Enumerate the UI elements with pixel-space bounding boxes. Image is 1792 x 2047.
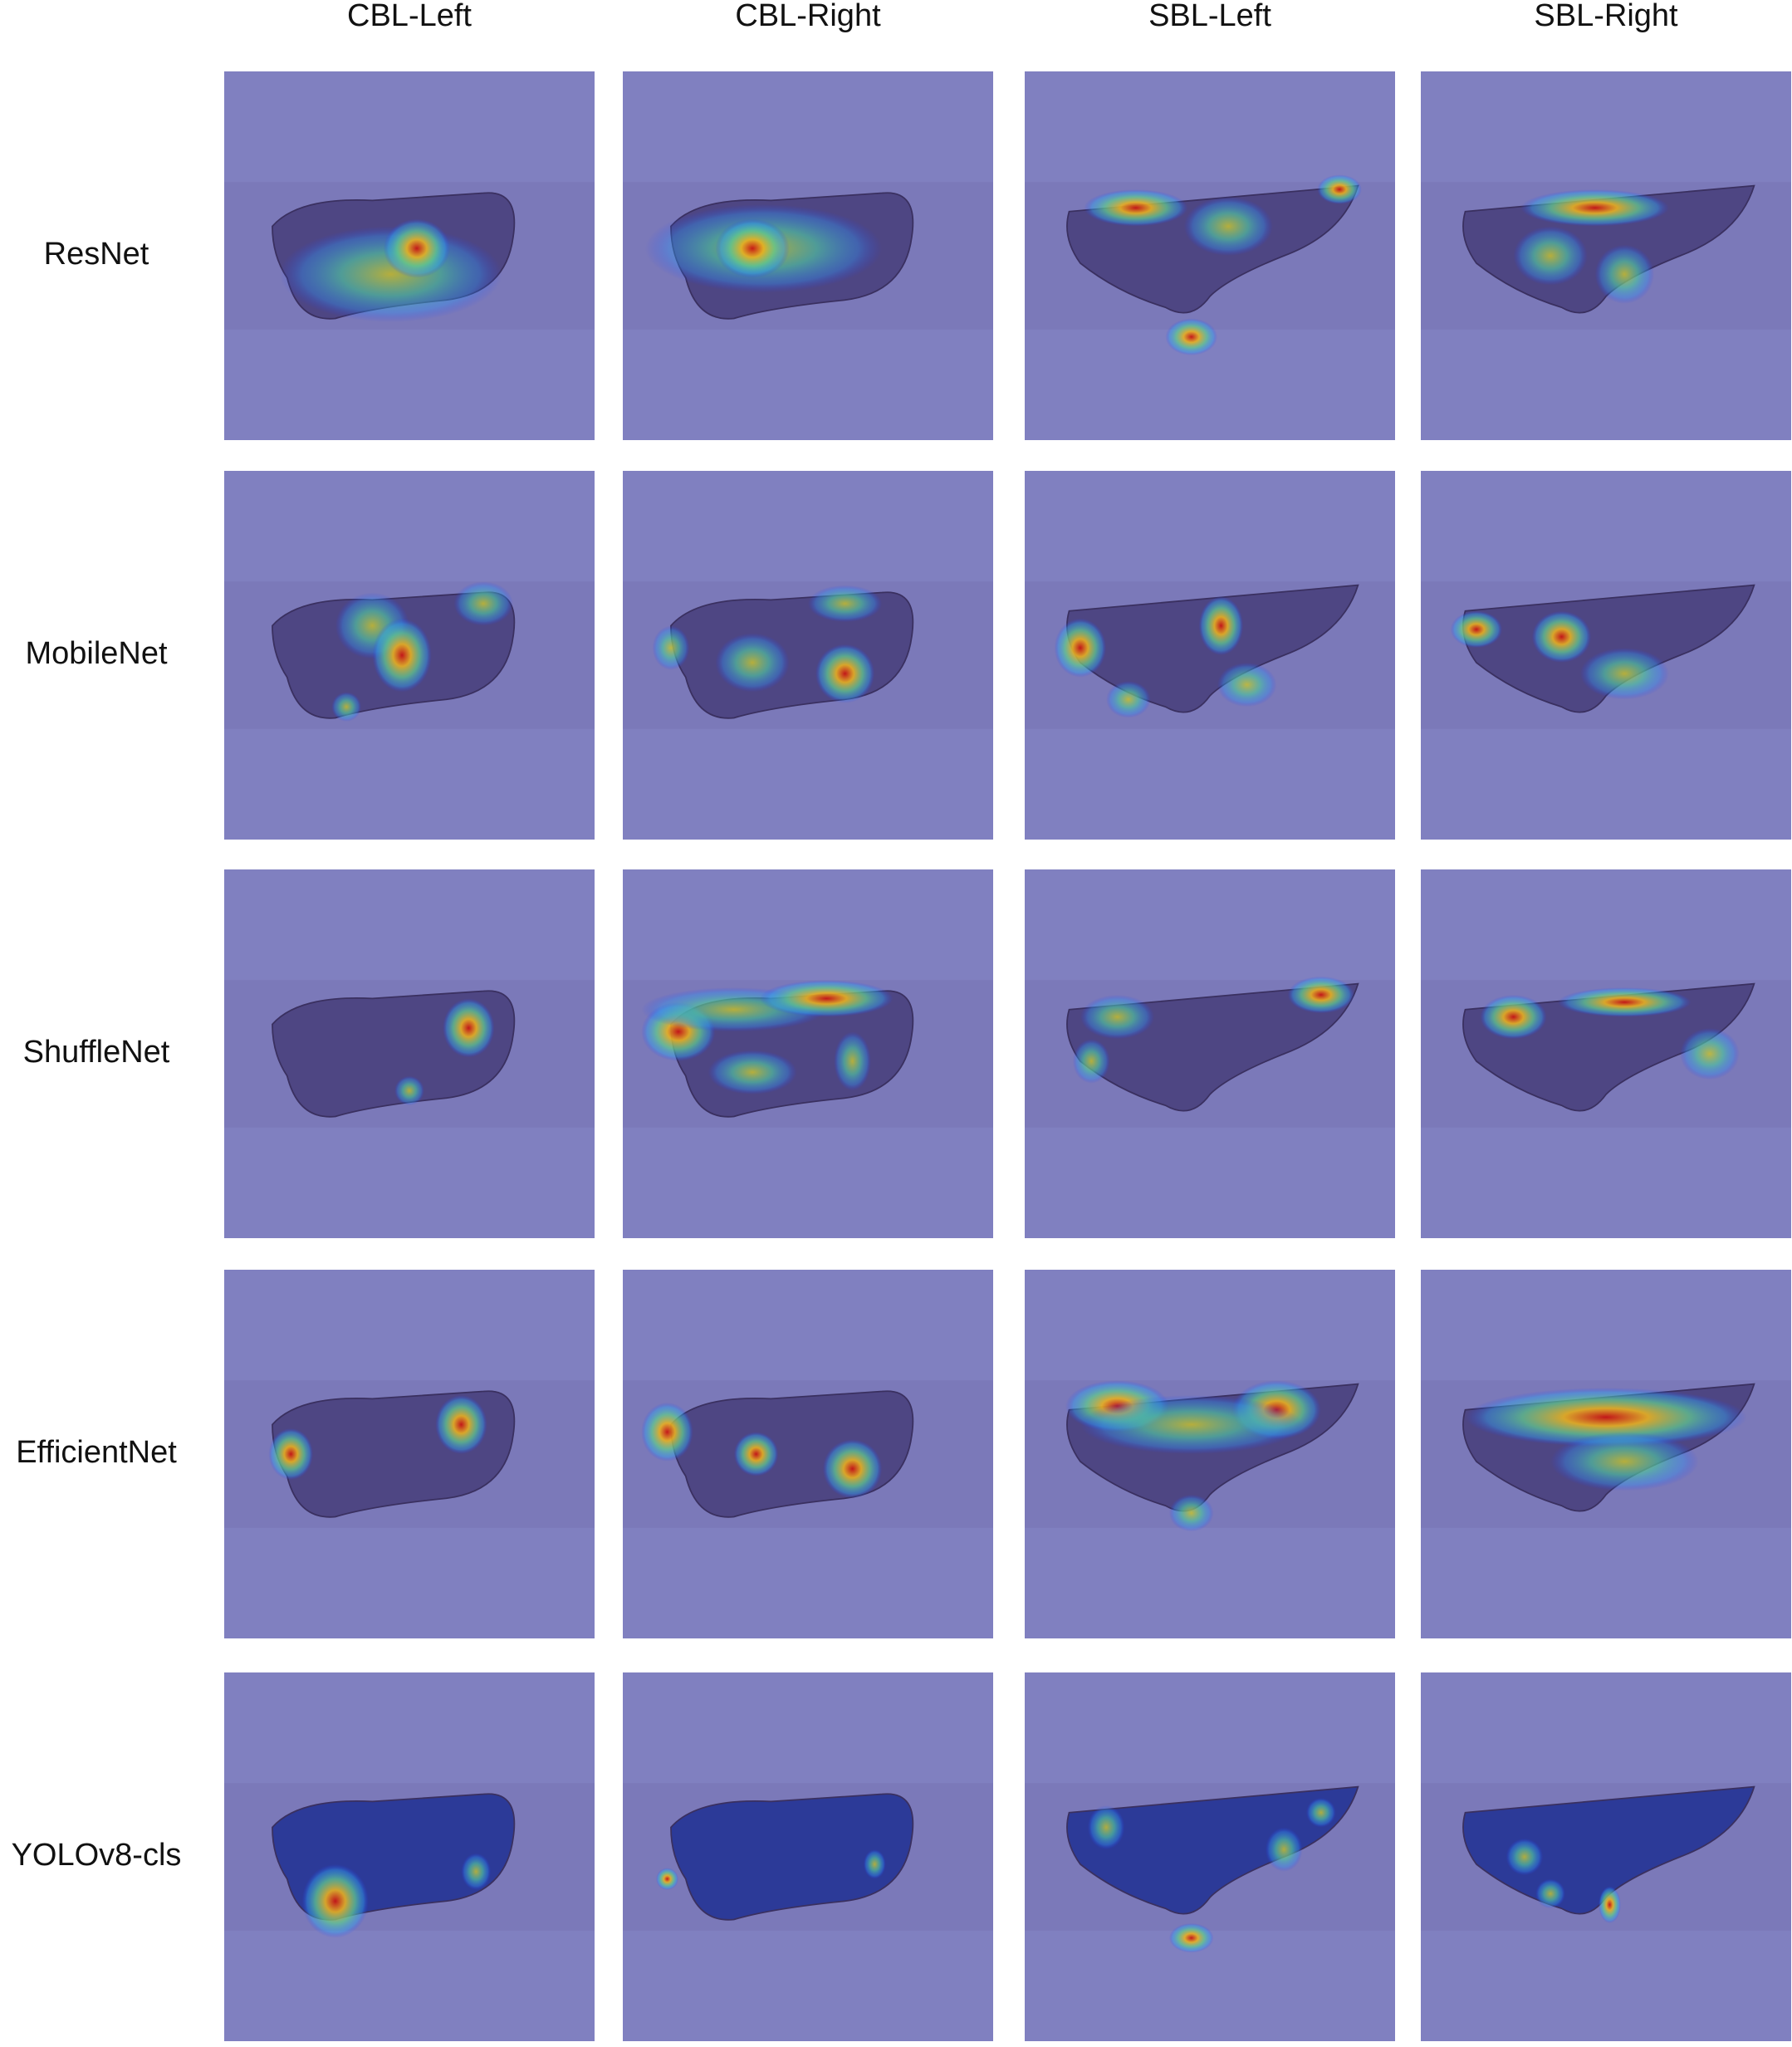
heat-region: [1080, 994, 1155, 1040]
heat-region: [301, 1863, 369, 1938]
heat-region: [1183, 196, 1273, 256]
row-label: ResNet: [44, 237, 149, 272]
heat-region: [1317, 174, 1362, 204]
heat-region: [1680, 1027, 1740, 1080]
heat-region: [1265, 1827, 1303, 1872]
row-label: MobileNet: [25, 636, 168, 671]
heatmap-tile: [623, 71, 993, 440]
heat-region: [461, 1853, 492, 1890]
leaf: [1462, 1785, 1755, 1915]
heat-region: [733, 1432, 779, 1476]
heat-region: [1165, 318, 1217, 355]
heat-region: [822, 1439, 883, 1499]
heat-region: [435, 1394, 487, 1454]
column-label: CBL-Left: [347, 0, 472, 33]
row-label: EfficientNet: [16, 1435, 177, 1470]
column-label: CBL-Right: [735, 0, 881, 33]
heat-region: [394, 1075, 424, 1106]
heat-region: [808, 585, 883, 623]
heat-region: [1535, 1878, 1565, 1909]
heatmap-tile: [224, 71, 595, 440]
heatmap-tile: [1025, 869, 1395, 1238]
heatmap-tile: [1025, 71, 1395, 440]
heatmap-tile: [1025, 1270, 1395, 1638]
row-label: YOLOv8-cls: [12, 1838, 182, 1873]
heat-region: [1579, 648, 1669, 700]
heatmap-tile: [1421, 869, 1791, 1238]
heat-region: [372, 618, 432, 693]
heat-region: [1480, 994, 1547, 1040]
leaf: [1462, 584, 1755, 713]
heatmap-tile: [1421, 471, 1791, 840]
heatmap-tile: [623, 1270, 993, 1638]
heatmap-tile: [1025, 1672, 1395, 2041]
heat-region: [760, 980, 894, 1017]
leaf: [1066, 1785, 1359, 1915]
heat-region: [383, 218, 451, 278]
heat-region: [815, 644, 875, 703]
heatmap-tile: [623, 869, 993, 1238]
heat-region: [1450, 610, 1503, 649]
heatmap-tile: [623, 471, 993, 840]
heat-region: [652, 625, 690, 670]
heatmap-tile: [224, 1270, 595, 1638]
heatmap-tile: [1421, 1270, 1791, 1638]
heat-region: [1198, 595, 1244, 655]
heat-region: [715, 218, 790, 278]
heatmap-tile: [224, 471, 595, 840]
heat-region: [1506, 1838, 1544, 1876]
heatmap-tile: [1421, 71, 1791, 440]
heat-region: [707, 1050, 797, 1095]
heat-region: [1054, 618, 1107, 678]
heat-region: [1217, 662, 1277, 708]
heat-region: [1558, 987, 1692, 1017]
heatmap-tile: [623, 1672, 993, 2041]
heat-region: [863, 1849, 886, 1879]
heatmap-tile: [1421, 1672, 1791, 2041]
heat-region: [1168, 1922, 1214, 1953]
heat-region: [1520, 189, 1669, 227]
heatmap-tile: [1025, 471, 1395, 840]
heat-region: [1080, 1394, 1303, 1454]
row-label: ShuffleNet: [23, 1035, 170, 1070]
heatmap-tile: [224, 1672, 595, 2041]
heat-region: [1287, 976, 1354, 1014]
leaf: [670, 1793, 914, 1921]
heatmap-tile: [224, 869, 595, 1238]
heat-region: [1168, 1494, 1214, 1532]
heat-region: [1594, 244, 1654, 304]
heat-region: [641, 1402, 693, 1462]
heat-region: [1513, 226, 1588, 286]
heat-region: [1531, 610, 1592, 663]
heat-region: [1072, 1039, 1110, 1084]
heat-region: [1106, 681, 1151, 718]
heat-region: [268, 1428, 314, 1481]
heat-region: [1550, 1432, 1699, 1491]
heat-region: [1305, 1797, 1336, 1828]
heat-region: [443, 998, 495, 1058]
heat-region: [1087, 1805, 1125, 1850]
heat-region: [331, 692, 362, 722]
heat-region: [1599, 1886, 1621, 1923]
heat-region: [715, 633, 790, 693]
column-label: SBL-Right: [1534, 0, 1678, 33]
heat-region: [1465, 1388, 1747, 1447]
heat-region: [656, 1868, 678, 1890]
heat-region: [1084, 189, 1188, 227]
column-label: SBL-Left: [1148, 0, 1271, 33]
heat-region: [834, 1031, 871, 1091]
heat-region: [453, 581, 513, 626]
